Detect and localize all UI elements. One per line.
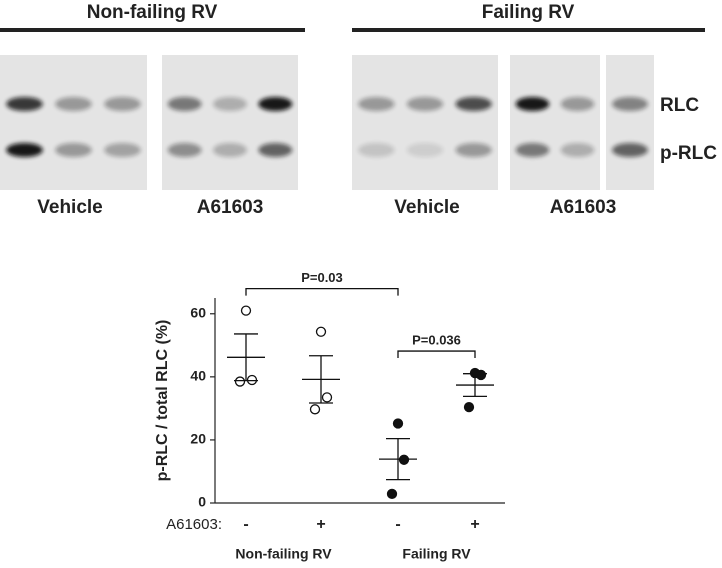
western-blot: Non-failing RV Failing RV Vehicle A61603… [0, 2, 717, 218]
y-tick-label: 0 [198, 494, 206, 510]
data-point [392, 418, 404, 429]
group-label: Non-failing RV [87, 2, 218, 23]
treatment-label: A61603 [197, 197, 264, 218]
blot-band [104, 97, 141, 111]
treatment-label: Vehicle [37, 197, 103, 218]
blot-band [6, 143, 43, 157]
blot-band [213, 143, 247, 157]
blot-band [6, 97, 43, 111]
blot-band [213, 97, 247, 111]
blot-band [258, 97, 293, 111]
dot-plot: 0 20 40 60 p-RLC / total RLC (%) A61603: - + - + N… [154, 270, 505, 562]
data-point [240, 305, 252, 316]
data-point [463, 401, 475, 413]
data-point [475, 369, 487, 381]
blot-band [515, 143, 550, 157]
blot-panel [352, 55, 498, 190]
p-value: P=0.03 [301, 270, 343, 285]
blot-band [358, 97, 395, 111]
blot-band [612, 97, 648, 111]
blot-band [455, 97, 492, 111]
y-axis-label: p-RLC / total RLC (%) [154, 320, 171, 482]
blot-panel [0, 55, 147, 190]
blot-band [258, 143, 293, 157]
data-point [386, 488, 398, 500]
band-label: p-RLC [660, 143, 717, 164]
significance-bracket [245, 287, 399, 296]
blot-band [515, 97, 550, 111]
group-label: Non-failing RV [235, 546, 332, 562]
blot-band [560, 97, 595, 111]
data-point [321, 392, 333, 403]
blot-band [55, 143, 92, 157]
blot-panel [606, 55, 654, 190]
data-point [309, 404, 321, 415]
blot-band [455, 143, 492, 157]
treatment-label: A61603 [550, 197, 617, 218]
data-point [234, 376, 246, 387]
x-tick-label: + [470, 516, 479, 533]
x-tick-label: + [316, 516, 325, 533]
data-point [315, 326, 327, 337]
group-line [352, 28, 705, 32]
band-label: RLC [660, 95, 699, 116]
group-label: Failing RV [402, 546, 471, 562]
x-tick-label: - [243, 516, 248, 533]
blot-band [406, 143, 444, 157]
blot-band [104, 143, 141, 157]
row-label: A61603: [166, 516, 222, 533]
treatment-label: Vehicle [394, 197, 460, 218]
blot-band [358, 143, 395, 157]
y-tick-label: 60 [190, 304, 206, 320]
blot-band [560, 143, 595, 157]
x-tick-label: - [395, 516, 400, 533]
blot-panel [162, 55, 298, 190]
blot-band [406, 97, 444, 111]
group-line [0, 28, 305, 32]
group-label: Failing RV [482, 2, 575, 23]
blot-band [612, 143, 648, 157]
blot-panel [510, 55, 600, 190]
blot-band [167, 97, 202, 111]
y-tick-label: 20 [190, 431, 206, 447]
y-tick-label: 40 [190, 368, 206, 384]
blot-band [167, 143, 202, 157]
p-value: P=0.036 [412, 332, 461, 347]
significance-bracket [397, 350, 476, 359]
blot-band [55, 97, 92, 111]
